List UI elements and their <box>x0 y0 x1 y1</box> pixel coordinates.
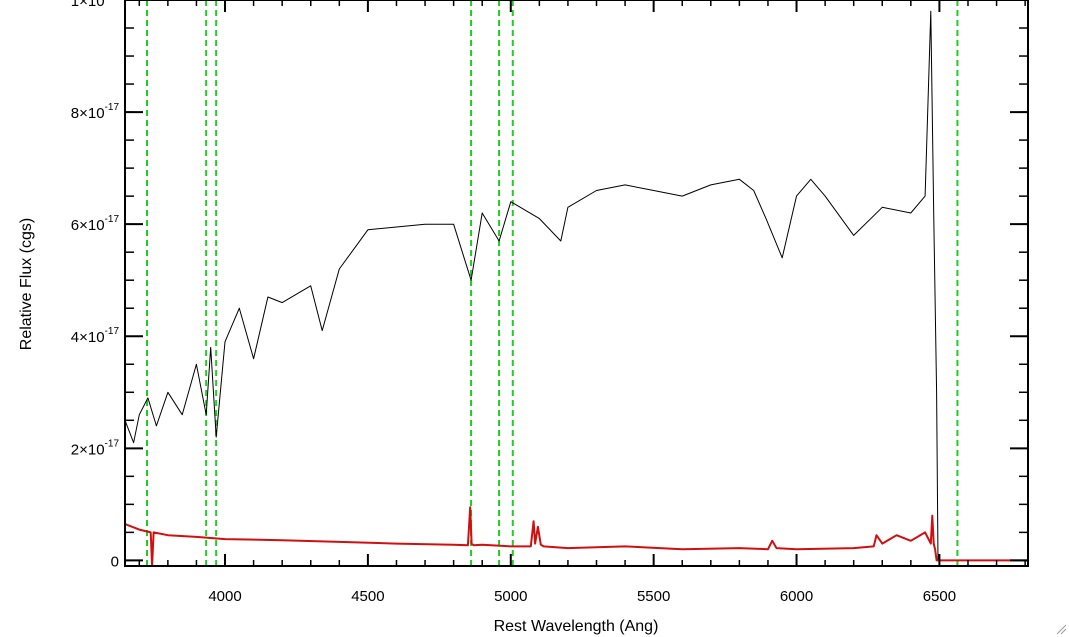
series-layer <box>124 10 1028 567</box>
series-0-line <box>124 10 939 561</box>
x-axis: 4000 4500 5000 5500 6000 6500 <box>138 0 1026 605</box>
y-tick-label: 4×10-17 <box>71 326 120 346</box>
y-axis-title: Relative Flux (cgs) <box>18 218 35 350</box>
series-1-line <box>124 506 1028 567</box>
y-tick-label: 0 <box>111 553 119 570</box>
resize-grip-icon[interactable] <box>1055 623 1067 635</box>
emission-line-markers <box>146 0 959 566</box>
plot-frame <box>124 0 1029 567</box>
x-axis-title: Rest Wavelength (Ang) <box>494 618 659 635</box>
x-tick-label: 6500 <box>923 588 956 605</box>
x-tick-label: 5000 <box>494 588 527 605</box>
y-axis: 0 2×10-17 4×10-17 6×10-17 8×10-17 1×10-16 <box>71 0 1028 570</box>
x-tick-label: 6000 <box>780 588 813 605</box>
y-tick-label: 6×10-17 <box>71 214 120 234</box>
x-tick-label: 4500 <box>351 588 384 605</box>
y-tick-label: 2×10-17 <box>71 438 120 458</box>
x-tick-label: 5500 <box>637 588 670 605</box>
x-tick-label: 4000 <box>208 588 241 605</box>
y-tick-label: 8×10-17 <box>71 102 120 122</box>
y-tick-label: 1×10-16 <box>71 0 120 10</box>
